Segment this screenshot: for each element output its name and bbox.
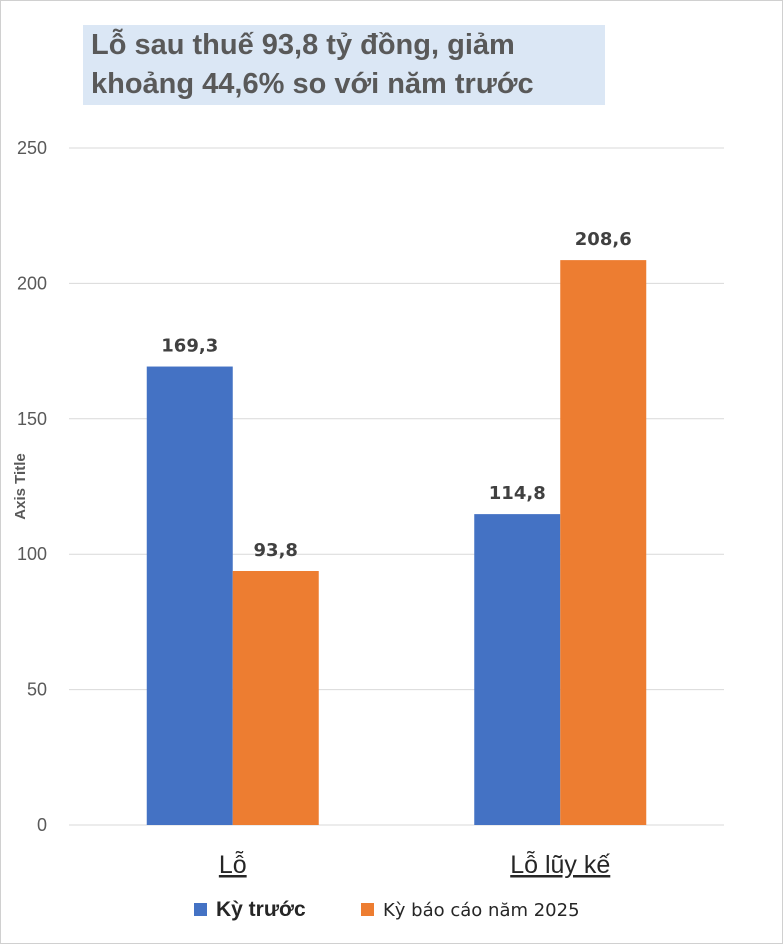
- data-label-1-1: 169,3: [161, 336, 218, 357]
- chart-title-box: Lỗ sau thuế 93,8 tỷ đồng, giảm khoảng 44…: [83, 25, 605, 105]
- bar-1-1: [146, 366, 233, 825]
- legend-label-2: Kỳ báo cáo năm 2025: [383, 900, 580, 921]
- category-label-2: Lỗ lũy kế: [510, 850, 610, 879]
- y-tick-label-250: 250: [17, 138, 47, 158]
- data-label-1-2: 114,8: [489, 483, 546, 504]
- y-tick-label-0: 0: [37, 815, 47, 835]
- y-tick-label-100: 100: [17, 544, 47, 564]
- data-label-2-1: 93,8: [254, 540, 298, 561]
- bar-2-1: [232, 570, 319, 825]
- y-tick-label-150: 150: [17, 409, 47, 429]
- legend-swatch-1: [194, 903, 207, 916]
- y-tick-label-50: 50: [27, 680, 47, 700]
- category-label-1: Lỗ: [219, 850, 247, 879]
- y-axis-title: Axis Title: [12, 453, 29, 519]
- bar-1-2: [474, 514, 561, 825]
- legend-label-1: Kỳ trước: [216, 898, 306, 921]
- chart-title-line-1: Lỗ sau thuế 93,8 tỷ đồng, giảm: [91, 29, 515, 61]
- legend-swatch-2: [361, 903, 374, 916]
- bar-2-2: [560, 260, 647, 825]
- y-tick-label-200: 200: [17, 273, 47, 293]
- data-label-2-2: 208,6: [575, 229, 632, 250]
- chart-title-line-2: khoảng 44,6% so với năm trước: [91, 68, 534, 100]
